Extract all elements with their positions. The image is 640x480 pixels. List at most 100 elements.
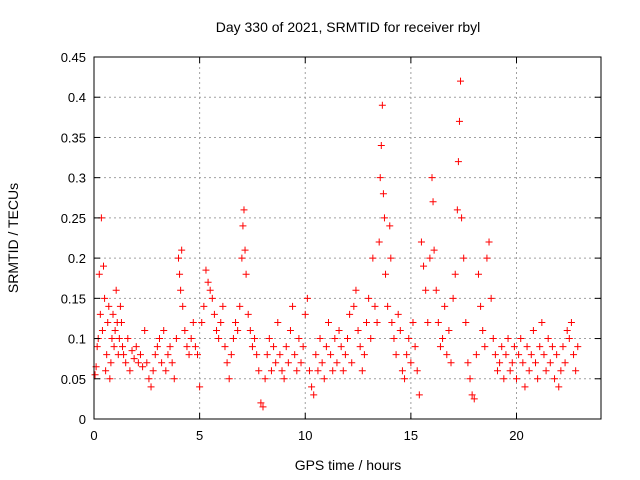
data-point (295, 335, 303, 343)
data-point (386, 222, 394, 230)
data-point (544, 335, 552, 343)
data-point (185, 351, 193, 359)
data-point (358, 367, 366, 375)
data-point (394, 310, 402, 318)
data-point (308, 383, 316, 391)
data-point (430, 246, 438, 254)
data-point (282, 343, 290, 351)
data-point (196, 383, 204, 391)
data-point (548, 343, 556, 351)
data-point (532, 359, 540, 367)
data-point (175, 254, 182, 262)
data-point (139, 363, 147, 371)
data-point (536, 343, 544, 351)
data-point (422, 286, 430, 294)
data-point (219, 302, 227, 310)
y-tick-label: 0.2 (68, 251, 86, 266)
data-point (200, 302, 208, 310)
data-point (390, 335, 398, 343)
data-point (259, 403, 267, 411)
data-point (428, 174, 436, 182)
data-point (432, 286, 440, 294)
data-point (303, 294, 311, 302)
data-point (270, 343, 278, 351)
data-point (204, 278, 212, 286)
data-point (403, 351, 411, 359)
data-point (93, 343, 101, 351)
data-point (508, 359, 516, 367)
data-point (436, 343, 444, 351)
data-point (392, 351, 400, 359)
data-point (234, 327, 242, 335)
data-point (378, 101, 386, 109)
data-point (369, 254, 377, 262)
data-point (310, 391, 318, 399)
data-point (449, 294, 457, 302)
data-point (98, 327, 106, 335)
data-point (168, 359, 176, 367)
data-point (134, 359, 142, 367)
y-tick-label: 0.35 (61, 130, 86, 145)
data-point (153, 343, 161, 351)
data-point (376, 174, 384, 182)
data-point (570, 351, 578, 359)
data-point (318, 359, 326, 367)
y-tick-label: 0.05 (61, 372, 86, 387)
data-point (384, 302, 392, 310)
data-point (451, 270, 459, 278)
data-point (178, 246, 186, 254)
data-point (396, 327, 404, 335)
data-point (244, 310, 252, 318)
data-point (240, 206, 248, 214)
data-point (96, 310, 104, 318)
data-point (95, 270, 103, 278)
data-point (504, 335, 512, 343)
data-point (251, 335, 259, 343)
data-point (538, 318, 546, 326)
data-point (176, 270, 184, 278)
data-point (534, 375, 542, 383)
data-point (128, 347, 136, 355)
data-point (265, 335, 273, 343)
x-axis-label: GPS time / hours (295, 457, 402, 473)
x-tick-label: 10 (298, 428, 312, 443)
data-point (143, 359, 151, 367)
data-point (500, 375, 508, 383)
data-point (462, 318, 470, 326)
data-point (542, 367, 550, 375)
data-point (464, 359, 472, 367)
data-point (407, 359, 415, 367)
data-point (124, 335, 132, 343)
data-point (426, 254, 434, 262)
data-point (191, 343, 199, 351)
data-point (130, 355, 138, 363)
data-point (551, 375, 559, 383)
data-point (447, 359, 455, 367)
data-point (523, 343, 531, 351)
data-point (297, 359, 305, 367)
data-point (136, 351, 144, 359)
data-point (363, 318, 371, 326)
data-point (491, 351, 499, 359)
data-point (255, 367, 263, 375)
data-point (236, 302, 244, 310)
data-point (289, 302, 297, 310)
data-point (105, 302, 113, 310)
data-point (371, 302, 379, 310)
data-point (164, 351, 172, 359)
data-point (466, 375, 474, 383)
data-point (344, 335, 351, 343)
data-point (301, 310, 309, 318)
data-point (333, 359, 341, 367)
data-point (101, 294, 109, 302)
data-point (103, 351, 111, 359)
data-point (108, 335, 116, 343)
data-point (239, 222, 247, 230)
data-point (331, 335, 339, 343)
data-point (567, 318, 575, 326)
data-point (117, 318, 125, 326)
data-point (434, 318, 442, 326)
data-point (373, 318, 381, 326)
data-point (274, 318, 282, 326)
y-tick-label: 0 (79, 412, 86, 427)
